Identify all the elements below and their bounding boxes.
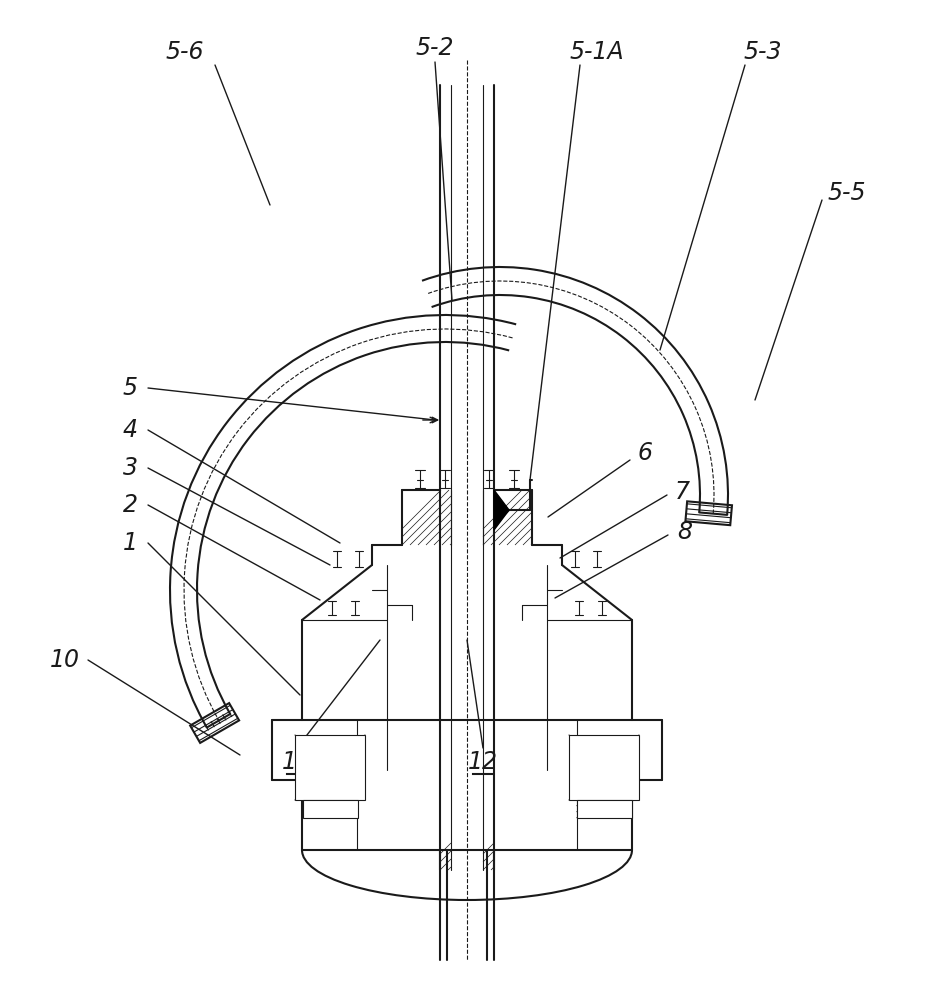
Text: 7: 7	[674, 480, 689, 504]
Text: 8: 8	[678, 520, 693, 544]
Text: 4: 4	[122, 418, 137, 442]
Bar	[295, 735, 365, 800]
Bar	[577, 800, 631, 818]
Text: 5-3: 5-3	[743, 40, 783, 64]
Polygon shape	[494, 490, 509, 530]
Text: 11: 11	[282, 750, 312, 774]
Text: 1: 1	[122, 531, 137, 555]
Text: 6: 6	[638, 441, 653, 465]
Text: 10: 10	[50, 648, 80, 672]
Text: 3: 3	[122, 456, 137, 480]
Text: 12: 12	[468, 750, 498, 774]
Bar	[569, 735, 639, 800]
Text: 5-2: 5-2	[416, 36, 454, 60]
Text: 5-5: 5-5	[828, 181, 867, 205]
Text: 2: 2	[122, 493, 137, 517]
Bar	[303, 800, 357, 818]
Text: 5: 5	[122, 376, 137, 400]
Text: 5-1A: 5-1A	[569, 40, 625, 64]
Text: 5-6: 5-6	[165, 40, 204, 64]
